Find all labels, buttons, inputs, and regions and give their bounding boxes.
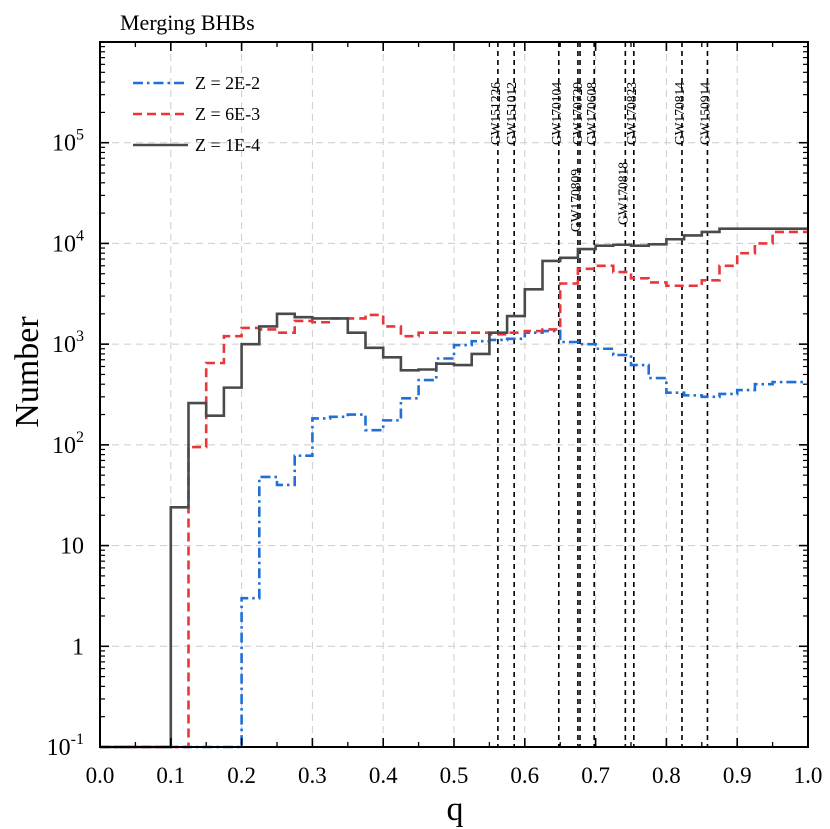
y-tick-base: 1 [72,634,84,660]
axis-ticks [99,42,809,748]
event-label: GW151226 [488,82,503,145]
series-line [100,230,808,749]
series-line [100,227,808,749]
event-label: GW151012 [504,82,519,145]
y-tick-base: 10 [47,735,71,761]
x-tick-label: 0.9 [723,763,752,788]
x-tick-label: 1.0 [794,763,823,788]
y-tick-label: 103 [52,328,84,358]
tick-labels: 0.0 0.1 0.2 0.3 0.4 0.5 0.6 0.7 0.8 0.9 1.010-1110… [47,127,823,788]
y-tick-label: 10 [60,534,84,560]
y-tick-label: 104 [52,227,84,257]
y-tick-base: 10 [52,332,76,358]
x-tick-label: 0.3 [298,763,327,788]
y-tick-label: 1 [72,634,84,660]
histogram-series [100,227,808,749]
event-label: GW170823 [624,82,639,145]
legend: Z = 2E-2 Z = 6E-3 Z = 1E-4 [133,73,260,155]
event-label: GW170809 [568,169,583,232]
y-tick-exponent: -1 [71,731,84,748]
y-tick-exponent: 4 [76,227,84,244]
x-axis-label: q [447,791,464,828]
x-tick-label: 0.6 [510,763,539,788]
x-tick-label: 0.0 [86,763,115,788]
x-tick-label: 0.5 [440,763,469,788]
x-tick-label: 0.7 [581,763,610,788]
event-label: GW170814 [672,82,687,145]
y-tick-exponent: 5 [76,127,84,144]
x-tick-label: 0.1 [156,763,185,788]
x-tick-label: 0.2 [227,763,256,788]
x-tick-label: 0.8 [652,763,681,788]
y-tick-exponent: 2 [76,429,84,446]
series-line [100,329,808,749]
event-label: GW150914 [697,82,712,145]
legend-label: Z = 2E-2 [195,73,260,93]
chart-title: Merging BHBs [120,10,255,35]
y-tick-label: 10-1 [47,731,84,761]
y-tick-exponent: 3 [76,328,84,345]
y-tick-base: 10 [52,131,76,157]
y-tick-base: 10 [52,231,76,257]
legend-label: Z = 1E-4 [195,135,260,155]
y-tick-base: 10 [52,433,76,459]
event-label: GW170104 [549,82,564,145]
event-label: GW170729 [570,82,585,145]
y-axis-label: Number [9,316,46,428]
event-label: GW170608 [584,82,599,145]
y-tick-base: 10 [60,534,84,560]
legend-label: Z = 6E-3 [195,104,260,124]
x-tick-label: 0.4 [369,763,398,788]
y-tick-label: 102 [52,429,84,459]
y-tick-label: 105 [52,127,84,157]
gw-event-lines: GW151226 GW151012 GW170104 GW170809 GW170729… [488,42,712,747]
event-label: GW170818 [615,162,630,225]
